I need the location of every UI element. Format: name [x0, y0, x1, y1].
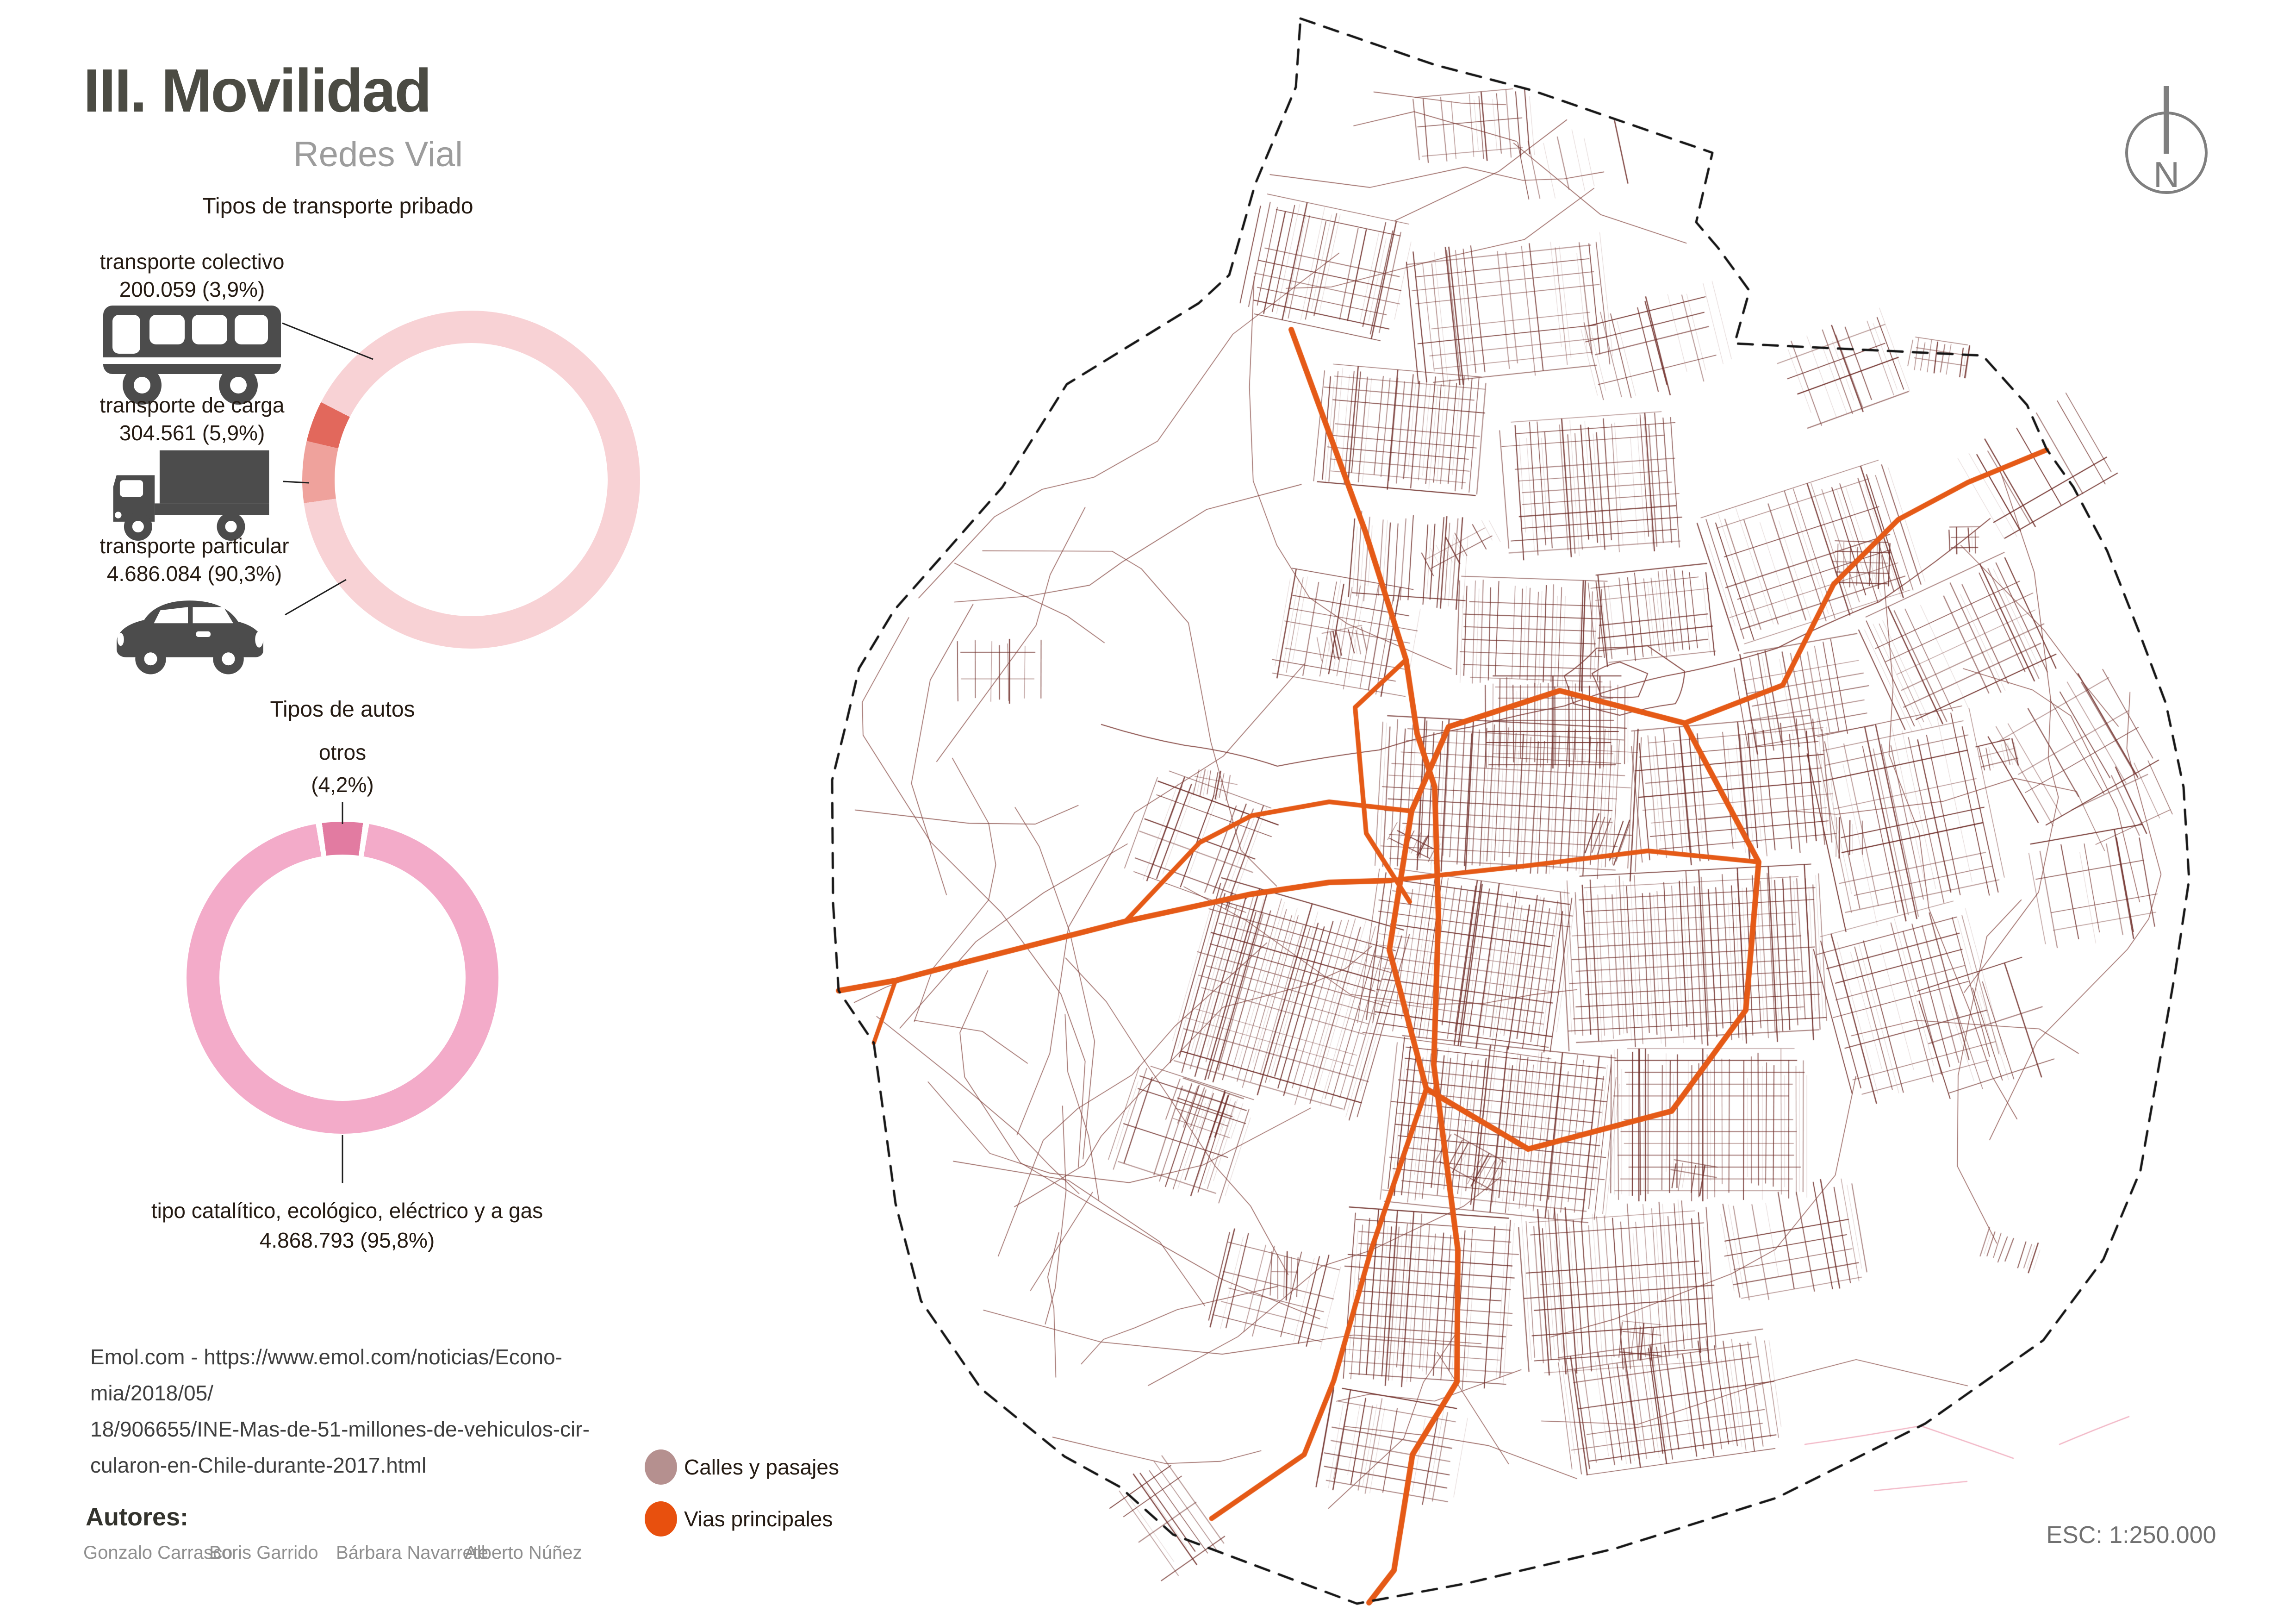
- legend-label-vias: Vias principales: [684, 1507, 833, 1531]
- legend-label-calles: Calles y pasajes: [684, 1455, 839, 1479]
- donut2-hole: [219, 855, 466, 1101]
- author-name-4: Alberto Núñez: [465, 1543, 582, 1563]
- author-name-3: Bárbara Navarrete: [336, 1543, 489, 1563]
- source-line-4: cularon-en-Chile-durante-2017.html: [90, 1453, 427, 1477]
- chart2-title: Tipos de autos: [270, 697, 415, 722]
- donut-chart-autos: [187, 822, 498, 1134]
- authors-heading: Autores:: [86, 1503, 189, 1531]
- chart2-label-otros: otros: [318, 740, 367, 764]
- author-name-1: Gonzalo Carrasco: [83, 1543, 233, 1563]
- page-subtitle: Redes Vial: [293, 135, 463, 174]
- chart1-value-carga: 304.561 (5,9%): [119, 421, 265, 445]
- chart1-value-colectivo: 200.059 (3,9%): [119, 277, 265, 301]
- legend-dot-calles: [645, 1449, 677, 1485]
- legend-dot-vias: [645, 1501, 677, 1537]
- donut-chart-transporte: [302, 311, 640, 649]
- chart1-title: Tipos de transporte pribado: [202, 194, 473, 219]
- chart1-label-particular: transporte particular: [100, 534, 289, 558]
- chart1-value-particular: 4.686.084 (90,3%): [106, 562, 282, 586]
- source-line-1: Emol.com - https://www.emol.com/noticias…: [90, 1345, 562, 1369]
- truck-icon: [106, 445, 277, 545]
- source-citation: Emol.com - https://www.emol.com/noticias…: [90, 1339, 669, 1483]
- chart1-label-carga: transporte de carga: [100, 393, 285, 417]
- source-line-2: mia/2018/05/: [90, 1381, 213, 1405]
- page-title: III. Movilidad: [83, 56, 432, 125]
- chart1-label-colectivo: transporte colectivo: [100, 250, 285, 274]
- chart2-value-catalitico: 4.868.793 (95,8%): [259, 1228, 435, 1252]
- source-line-3: 18/906655/INE-Mas-de-51-millones-de-vehi…: [90, 1417, 590, 1441]
- author-name-2: Boris Garrido: [209, 1543, 318, 1563]
- scale-text: ESC: 1:250.000: [2046, 1522, 2216, 1549]
- bus-icon: [100, 296, 285, 407]
- donut1-hole: [335, 343, 608, 616]
- car-icon: [110, 583, 272, 687]
- chart2-label-catalitico: tipo catalítico, ecológico, eléctrico y …: [151, 1199, 543, 1223]
- chart2-value-otros: (4,2%): [311, 773, 374, 797]
